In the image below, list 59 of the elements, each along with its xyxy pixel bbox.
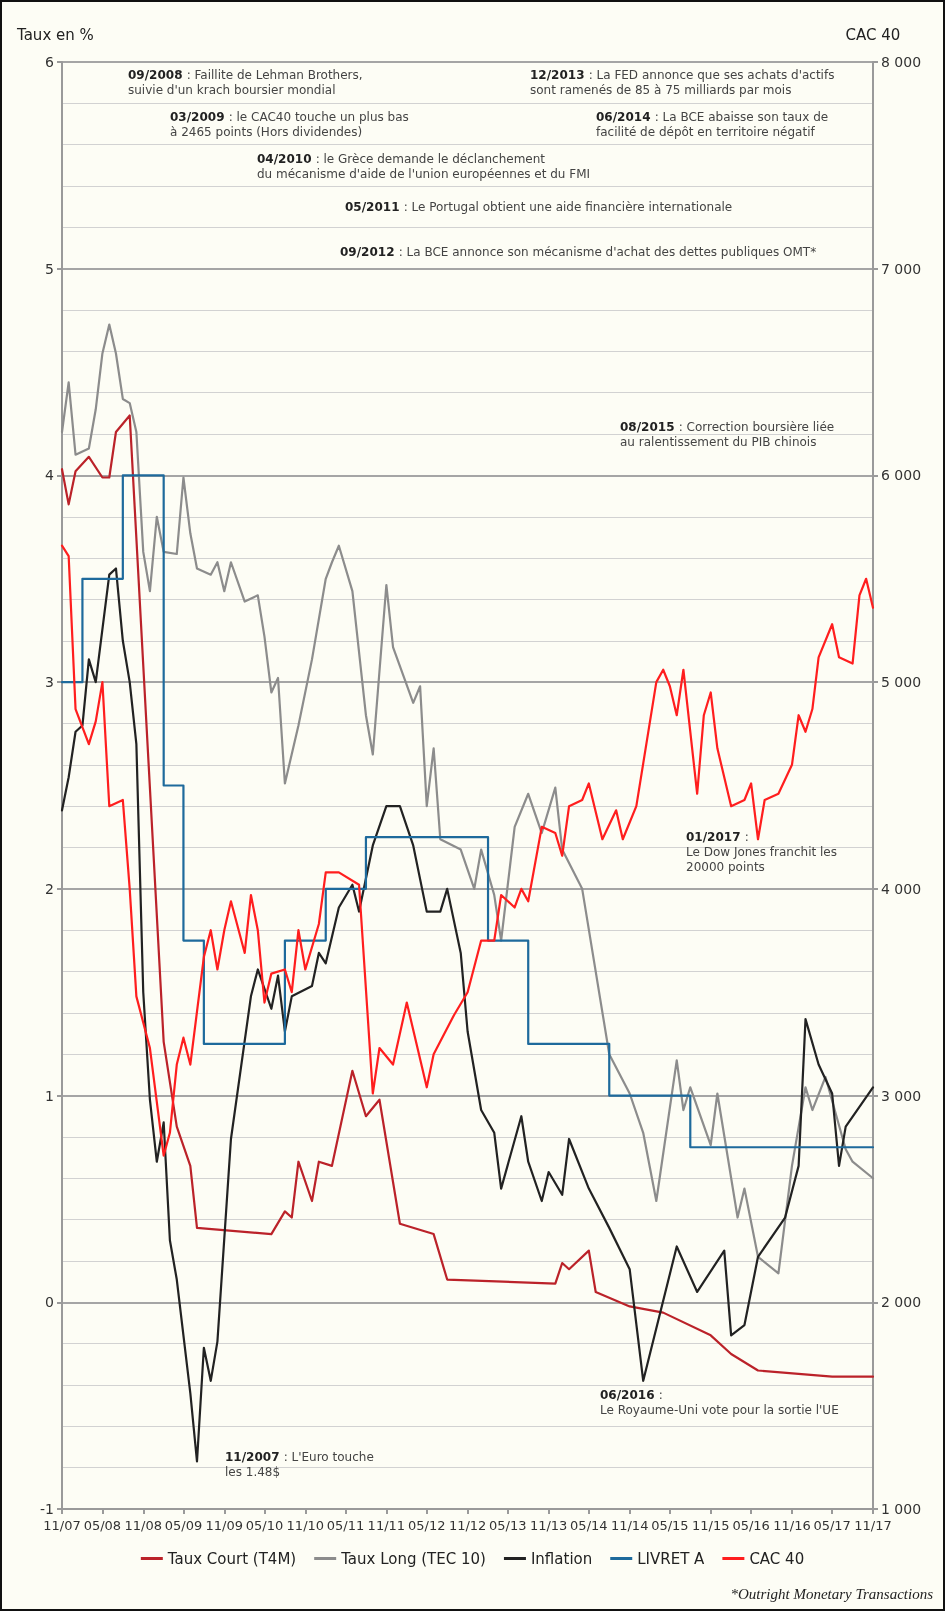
x-tick-label: 05/09 — [164, 1518, 203, 1533]
annotation: 09/2008 : Faillite de Lehman Brothers, suivie d'un krach boursier mondial — [128, 68, 363, 98]
x-tick-label: 05/15 — [651, 1518, 689, 1533]
annotation: 05/2011 : Le Portugal obtient une aide financière internationale — [345, 200, 733, 215]
y-tick-label: 2 — [45, 880, 54, 897]
legend-label: Inflation — [530, 1549, 593, 1568]
text: *Outright Monetary Transactions — [730, 1586, 933, 1603]
annotation: 06/2016 : Le Royaume-Uni vote pour la sortie l'UE — [600, 1388, 839, 1418]
x-tick-label: 11/07 — [43, 1518, 81, 1533]
x-tick-label: 11/09 — [205, 1518, 244, 1533]
x-tick-label: 11/13 — [529, 1518, 568, 1533]
x-tick-label: 05/12 — [408, 1518, 446, 1533]
x-tick-label: 05/11 — [326, 1518, 365, 1533]
y-tick-label: 1 — [45, 1087, 54, 1104]
legend-label: CAC 40 — [749, 1549, 805, 1568]
x-tick-label: 05/16 — [732, 1518, 770, 1533]
y-tick-label: 4 — [45, 467, 55, 484]
annotation: 01/2017 : Le Dow Jones franchit les 20000 points — [686, 830, 837, 875]
legend-label: LIVRET A — [637, 1549, 706, 1568]
legend-label: Taux Long (TEC 10) — [340, 1549, 486, 1568]
y-tick-label: -1 — [40, 1501, 54, 1517]
y2-tick-label: 1 000 — [881, 1501, 922, 1517]
x-tick-label: 05/10 — [245, 1518, 284, 1533]
x-tick-label: 11/17 — [854, 1518, 892, 1533]
y2-tick-label: 4 000 — [881, 880, 922, 897]
x-tick-label: 11/11 — [367, 1518, 406, 1533]
y2-tick-label: 7 000 — [881, 260, 922, 277]
annotation: 03/2009 : le CAC40 touche un plus bas à 2465 points (Hors dividendes) — [170, 110, 409, 140]
y-axis-title: Taux en % — [16, 25, 94, 44]
y2-tick-label: 3 000 — [881, 1087, 922, 1104]
line-series — [60, 567, 875, 1463]
annotation: 09/2012 : La BCE annonce son mécanisme d'achat des dettes publiques OMT* — [340, 245, 817, 260]
y-tick-label: 3 — [45, 674, 54, 691]
x-tick-label: 11/12 — [448, 1518, 487, 1533]
annotation: 04/2010 : le Grèce demande le déclanchement du mécanisme d'aide de l'union européennes et du FMI — [257, 152, 591, 182]
annotation: 11/2007 : L'Euro touche les 1.48$ — [225, 1450, 374, 1480]
y2-axis-title: CAC 40 — [845, 25, 901, 44]
y2-tick-label: 5 000 — [881, 674, 922, 691]
x-tick-label: 11/08 — [124, 1518, 162, 1533]
y2-tick-label: 2 000 — [881, 1294, 922, 1311]
line-series — [60, 414, 875, 1378]
x-tick-label: 11/16 — [773, 1518, 811, 1533]
line-series — [60, 323, 875, 1275]
x-tick-label: 11/14 — [610, 1518, 649, 1533]
x-tick-label: 05/13 — [489, 1518, 527, 1533]
y-tick-label: 0 — [45, 1294, 54, 1311]
legend-label: Taux Court (T4M) — [166, 1549, 297, 1568]
y2-tick-label: 8 000 — [881, 54, 922, 70]
y-tick-label: 5 — [45, 260, 54, 277]
x-tick-label: 11/10 — [286, 1518, 325, 1533]
x-tick-label: 11/15 — [691, 1518, 730, 1533]
x-tick-label: 05/14 — [570, 1518, 608, 1533]
y-tick-label: 6 — [45, 54, 55, 70]
annotation: 12/2013 : La FED annonce que ses achats d'actifs sont ramenés de 85 à 75 milliards par mois — [530, 68, 835, 98]
annotation: 06/2014 : La BCE abaisse son taux de facilité de dépôt en territoire négatif — [596, 110, 829, 140]
annotation: 08/2015 : Correction boursière liée au ralentissement du PIB chinois — [620, 420, 835, 450]
x-tick-label: 05/17 — [813, 1518, 851, 1533]
y2-tick-label: 6 000 — [881, 467, 922, 484]
x-tick-label: 05/08 — [83, 1518, 122, 1533]
